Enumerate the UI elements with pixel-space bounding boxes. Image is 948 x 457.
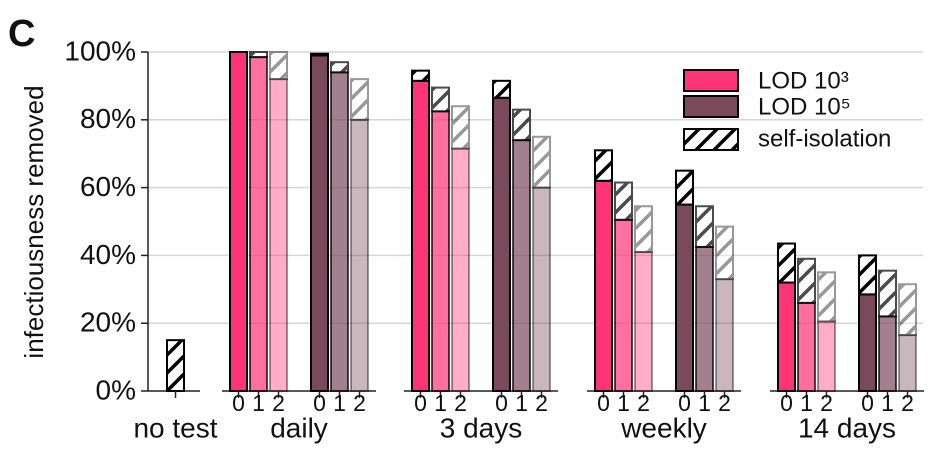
- tested-bar: [878, 315, 897, 393]
- delay-label: 1: [617, 390, 630, 416]
- x-group-label: 3 days: [440, 412, 523, 443]
- x-group-label: no test: [133, 412, 217, 443]
- isolation-bar: [166, 339, 185, 392]
- tested-bar: [350, 118, 369, 393]
- x-group-label: 14 days: [798, 412, 896, 443]
- tested-bar: [594, 179, 613, 392]
- tested-bar: [512, 139, 531, 392]
- delay-label: 0: [597, 390, 610, 416]
- tested-bar: [492, 96, 511, 392]
- delay-label: 2: [454, 390, 467, 416]
- tested-bar: [310, 54, 329, 392]
- y-tick-label: 60%: [80, 171, 136, 202]
- legend-label: LOD 10⁵: [758, 93, 851, 120]
- delay-label: 2: [718, 390, 731, 416]
- y-tick-label: 100%: [64, 35, 136, 66]
- isolation-bar: [797, 257, 816, 304]
- delay-label: 2: [535, 390, 548, 416]
- tested-bar: [330, 71, 349, 392]
- isolation-bar: [878, 269, 897, 318]
- delay-label: 0: [861, 390, 874, 416]
- delay-label: 1: [333, 390, 346, 416]
- tested-bar: [229, 51, 248, 392]
- tested-bar: [269, 78, 288, 393]
- tested-bar: [249, 56, 268, 393]
- isolation-bar: [858, 254, 877, 296]
- delay-label: 0: [495, 390, 508, 416]
- delay-label: 2: [272, 390, 285, 416]
- delay-label: 1: [515, 390, 528, 416]
- isolation-bar: [594, 149, 613, 182]
- isolation-bar: [532, 135, 551, 189]
- y-tick-label: 20%: [80, 307, 136, 338]
- y-tick-label: 0%: [96, 374, 136, 405]
- tested-bar: [858, 293, 877, 393]
- delay-label: 1: [800, 390, 813, 416]
- tested-bar: [797, 301, 816, 392]
- delay-label: 0: [313, 390, 326, 416]
- isolation-bar: [675, 169, 694, 206]
- tested-bar: [898, 334, 917, 393]
- isolation-bar: [898, 283, 917, 337]
- tested-bar: [715, 278, 734, 393]
- isolation-bar: [249, 51, 268, 59]
- tested-bar: [411, 79, 430, 392]
- isolation-bar: [492, 79, 511, 99]
- delay-label: 2: [820, 390, 833, 416]
- isolation-bar: [634, 205, 653, 254]
- x-group-label: weekly: [620, 412, 707, 443]
- legend-label: self-isolation: [758, 125, 891, 152]
- isolation-bar: [817, 271, 836, 323]
- tested-bar: [431, 110, 450, 392]
- delay-label: 2: [901, 390, 914, 416]
- tested-bar: [614, 218, 633, 392]
- legend-swatch: [683, 69, 739, 92]
- isolation-bar: [350, 78, 369, 121]
- y-tick-label: 40%: [80, 239, 136, 270]
- panel-label: C: [8, 13, 35, 55]
- legend-swatch: [683, 128, 739, 151]
- isolation-bar: [310, 52, 329, 57]
- tested-bar: [634, 251, 653, 392]
- delay-label: 0: [678, 390, 691, 416]
- isolation-bar: [512, 108, 531, 142]
- delay-label: 1: [434, 390, 447, 416]
- delay-label: 0: [232, 390, 245, 416]
- x-group-label: daily: [270, 412, 328, 443]
- isolation-bar: [715, 225, 734, 281]
- delay-label: 2: [637, 390, 650, 416]
- delay-label: 1: [698, 390, 711, 416]
- delay-label: 0: [414, 390, 427, 416]
- isolation-bar: [695, 205, 714, 248]
- delay-label: 2: [353, 390, 366, 416]
- legend-swatch: [683, 95, 739, 118]
- tested-bar: [532, 186, 551, 392]
- delay-label: 1: [881, 390, 894, 416]
- y-tick-label: 80%: [80, 103, 136, 134]
- tested-bar: [675, 203, 694, 392]
- y-axis-label: infectiousness removed: [19, 85, 49, 358]
- delay-label: 1: [252, 390, 265, 416]
- isolation-bar: [411, 69, 430, 82]
- tested-bar: [817, 320, 836, 393]
- tested-bar: [777, 281, 796, 392]
- tested-bar: [695, 245, 714, 392]
- isolation-bar: [451, 105, 470, 150]
- isolation-bar: [330, 61, 349, 74]
- delay-label: 0: [780, 390, 793, 416]
- isolation-bar: [777, 242, 796, 284]
- isolation-bar: [269, 51, 288, 81]
- tested-bar: [451, 147, 470, 392]
- legend-label: LOD 10³: [758, 67, 849, 94]
- isolation-bar: [431, 86, 450, 113]
- isolation-bar: [614, 181, 633, 221]
